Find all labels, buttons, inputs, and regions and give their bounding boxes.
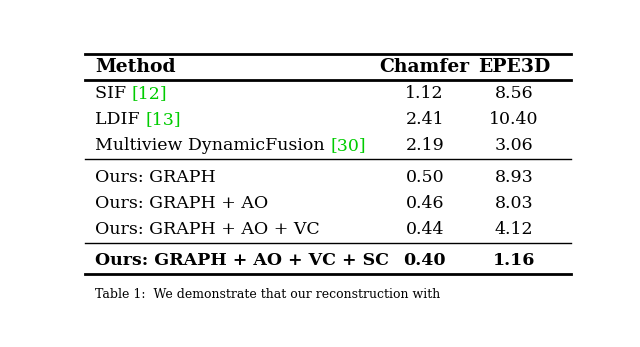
Text: Method: Method [95, 58, 175, 76]
Text: 3.06: 3.06 [495, 137, 533, 154]
Text: Ours: GRAPH + AO: Ours: GRAPH + AO [95, 195, 268, 212]
Text: 0.40: 0.40 [403, 252, 446, 269]
Text: 4.12: 4.12 [495, 221, 533, 238]
Text: Ours: GRAPH: Ours: GRAPH [95, 169, 216, 186]
Text: Chamfer: Chamfer [380, 58, 470, 76]
Text: Multiview DynamicFusion: Multiview DynamicFusion [95, 137, 330, 154]
Text: 2.41: 2.41 [405, 111, 444, 128]
Text: 1.12: 1.12 [405, 85, 444, 102]
Text: 0.44: 0.44 [406, 221, 444, 238]
Text: 8.03: 8.03 [495, 195, 533, 212]
Text: 8.93: 8.93 [495, 169, 533, 186]
Text: [13]: [13] [145, 111, 180, 128]
Text: Ours: GRAPH + AO + VC: Ours: GRAPH + AO + VC [95, 221, 319, 238]
Text: 10.40: 10.40 [489, 111, 539, 128]
Text: 1.16: 1.16 [493, 252, 535, 269]
Text: SIF: SIF [95, 85, 131, 102]
Text: LDIF: LDIF [95, 111, 145, 128]
Text: Table 1:  We demonstrate that our reconstruction with: Table 1: We demonstrate that our reconst… [95, 288, 440, 301]
Text: Ours: GRAPH + AO + VC + SC: Ours: GRAPH + AO + VC + SC [95, 252, 389, 269]
Text: EPE3D: EPE3D [478, 58, 550, 76]
Text: 2.19: 2.19 [405, 137, 444, 154]
Text: [30]: [30] [330, 137, 365, 154]
Text: [12]: [12] [131, 85, 167, 102]
Text: 0.46: 0.46 [406, 195, 444, 212]
Text: 8.56: 8.56 [495, 85, 533, 102]
Text: 0.50: 0.50 [405, 169, 444, 186]
